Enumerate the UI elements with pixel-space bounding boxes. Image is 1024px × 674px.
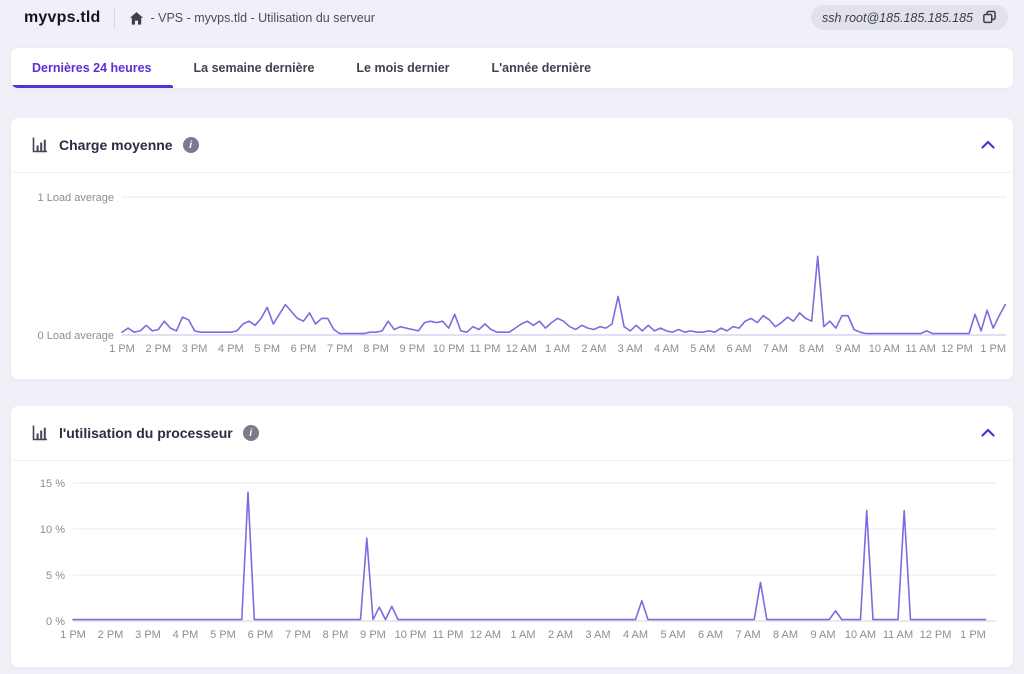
svg-text:3 AM: 3 AM xyxy=(585,629,610,641)
svg-text:9 AM: 9 AM xyxy=(810,629,835,641)
svg-text:8 AM: 8 AM xyxy=(799,343,824,355)
chevron-up-icon[interactable] xyxy=(981,140,995,149)
svg-text:2 PM: 2 PM xyxy=(145,343,171,355)
svg-text:8 PM: 8 PM xyxy=(363,343,389,355)
ssh-address-pill[interactable]: ssh root@185.185.185.185 xyxy=(811,5,1008,30)
info-icon[interactable]: i xyxy=(182,137,199,153)
svg-text:4 PM: 4 PM xyxy=(218,343,244,355)
svg-text:9 PM: 9 PM xyxy=(360,629,386,641)
svg-text:1 PM: 1 PM xyxy=(960,629,986,641)
tab-label: Le mois dernier xyxy=(356,61,450,75)
svg-text:11 PM: 11 PM xyxy=(470,343,501,355)
tab-label: Dernières 24 heures xyxy=(32,61,152,75)
cpu-usage-card-header: l'utilisation du processeur i xyxy=(11,406,1013,461)
svg-text:7 AM: 7 AM xyxy=(735,629,760,641)
app-logo[interactable]: myvps.tld xyxy=(24,9,101,26)
home-icon[interactable] xyxy=(129,11,144,26)
load-average-card-header: Charge moyenne i xyxy=(11,118,1013,173)
info-icon[interactable]: i xyxy=(242,425,259,441)
svg-text:1 PM: 1 PM xyxy=(60,629,86,641)
svg-text:10 %: 10 % xyxy=(40,524,65,536)
svg-text:7 AM: 7 AM xyxy=(763,343,788,355)
svg-text:12 AM: 12 AM xyxy=(470,629,501,641)
svg-text:10 AM: 10 AM xyxy=(845,629,876,641)
chevron-up-icon[interactable] xyxy=(981,428,995,437)
bar-chart-icon xyxy=(32,425,47,441)
svg-text:3 AM: 3 AM xyxy=(618,343,643,355)
tab-last-month[interactable]: Le mois dernier xyxy=(335,48,470,88)
svg-text:4 AM: 4 AM xyxy=(654,343,679,355)
svg-text:11 AM: 11 AM xyxy=(905,343,935,355)
svg-text:4 AM: 4 AM xyxy=(623,629,648,641)
svg-text:5 AM: 5 AM xyxy=(690,343,715,355)
svg-text:6 AM: 6 AM xyxy=(727,343,752,355)
tab-last-year[interactable]: L'année dernière xyxy=(471,48,613,88)
svg-text:12 AM: 12 AM xyxy=(506,343,537,355)
svg-text:1 PM: 1 PM xyxy=(980,343,1006,355)
svg-text:6 PM: 6 PM xyxy=(291,343,317,355)
svg-text:5 %: 5 % xyxy=(46,570,65,582)
svg-text:9 PM: 9 PM xyxy=(400,343,426,355)
svg-text:3 PM: 3 PM xyxy=(182,343,208,355)
breadcrumb-text: - VPS - myvps.tld - Utilisation du serve… xyxy=(150,11,375,25)
svg-text:5 AM: 5 AM xyxy=(660,629,685,641)
svg-text:0 %: 0 % xyxy=(46,616,65,628)
svg-text:1 AM: 1 AM xyxy=(510,629,535,641)
svg-text:2 AM: 2 AM xyxy=(548,629,573,641)
svg-text:3 PM: 3 PM xyxy=(135,629,161,641)
cpu-usage-chart: 15 %10 %5 %0 %1 PM 2 PM 3 PM 4 PM 5 PM 6 PM 7 … xyxy=(40,478,996,641)
breadcrumb: - VPS - myvps.tld - Utilisation du serve… xyxy=(129,11,375,26)
copy-icon[interactable] xyxy=(982,10,997,25)
svg-text:6 AM: 6 AM xyxy=(698,629,723,641)
ssh-address-text: ssh root@185.185.185.185 xyxy=(822,10,973,25)
cpu-usage-card: l'utilisation du processeur i 15 % 10 % 5 … xyxy=(10,405,1014,668)
svg-text:11 PM: 11 PM xyxy=(433,629,464,641)
svg-text:6 PM: 6 PM xyxy=(248,629,274,641)
svg-text:2 PM: 2 PM xyxy=(98,629,124,641)
svg-text:10 AM: 10 AM xyxy=(869,343,900,355)
svg-text:12 PM: 12 PM xyxy=(941,343,973,355)
svg-text:4 PM: 4 PM xyxy=(173,629,199,641)
card-title: l'utilisation du processeur xyxy=(59,425,233,441)
topbar-divider xyxy=(113,7,115,29)
svg-text:9 AM: 9 AM xyxy=(835,343,860,355)
svg-text:8 AM: 8 AM xyxy=(773,629,798,641)
svg-text:1 Load average: 1 Load average xyxy=(38,192,114,204)
tab-label: L'année dernière xyxy=(491,61,592,75)
card-title: Charge moyenne xyxy=(59,137,173,153)
svg-text:12 PM: 12 PM xyxy=(920,629,952,641)
svg-text:7 PM: 7 PM xyxy=(327,343,353,355)
svg-text:8 PM: 8 PM xyxy=(323,629,349,641)
tab-last-24-hours[interactable]: Dernières 24 heures xyxy=(11,48,173,88)
svg-text:5 PM: 5 PM xyxy=(254,343,280,355)
tab-last-week[interactable]: La semaine dernière xyxy=(173,48,336,88)
svg-text:2 AM: 2 AM xyxy=(581,343,606,355)
period-tabs: Dernières 24 heures La semaine dernière … xyxy=(10,47,1014,89)
svg-text:15 %: 15 % xyxy=(40,478,65,490)
svg-text:5 PM: 5 PM xyxy=(210,629,236,641)
tab-label: La semaine dernière xyxy=(193,61,315,75)
svg-text:10 PM: 10 PM xyxy=(395,629,427,641)
svg-text:1 AM: 1 AM xyxy=(545,343,570,355)
svg-text:1 PM: 1 PM xyxy=(109,343,135,355)
svg-text:7 PM: 7 PM xyxy=(285,629,311,641)
bar-chart-icon xyxy=(32,137,47,153)
svg-text:0 Load average: 0 Load average xyxy=(38,330,114,342)
svg-text:10 PM: 10 PM xyxy=(433,343,465,355)
load-average-card: Charge moyenne i 1 Load average 0 Load av… xyxy=(10,117,1014,380)
topbar: myvps.tld - VPS - myvps.tld - Utilisatio… xyxy=(0,0,1024,36)
svg-text:11 AM: 11 AM xyxy=(883,629,913,641)
